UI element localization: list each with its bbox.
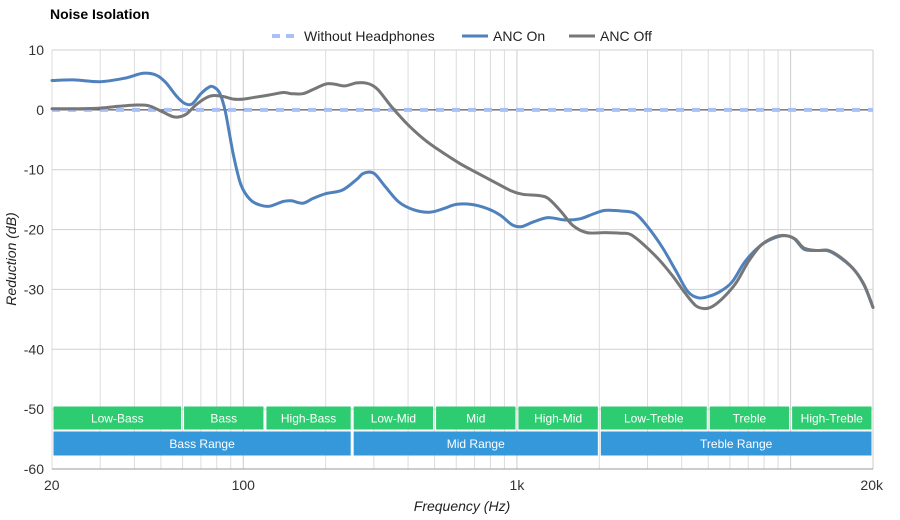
chart-title: Noise Isolation — [50, 6, 150, 22]
legend-label: Without Headphones — [304, 28, 435, 44]
x-axis-label: Frequency (Hz) — [414, 498, 510, 514]
band-label: Low-Treble — [624, 412, 684, 426]
band-rect — [184, 406, 264, 430]
band-low-mid: Low-Mid — [353, 406, 434, 430]
band-rect — [353, 406, 434, 430]
series-lines — [50, 71, 875, 311]
y-tick-label: -60 — [24, 461, 44, 477]
band-bass-range: Bass Range — [53, 431, 351, 456]
frequency-bands: Low-Bass Bass High-Bass Low-Mid Mid High-Mid L… — [53, 406, 872, 456]
legend-label: ANC On — [493, 28, 545, 44]
x-tick-label: 20 — [44, 477, 60, 493]
band-rect — [353, 431, 598, 456]
band-rect — [792, 406, 872, 430]
series-line-anc-on — [50, 71, 875, 309]
band-label: High-Mid — [534, 412, 582, 426]
band-rect — [53, 431, 351, 456]
band-label: Mid — [466, 412, 485, 426]
y-tick-label: -50 — [24, 401, 44, 417]
y-axis-label: Reduction (dB) — [3, 212, 19, 305]
band-high-mid: High-Mid — [518, 406, 598, 430]
band-mid: Mid — [436, 406, 516, 430]
band-treble-range: Treble Range — [600, 431, 872, 456]
band-mid-range: Mid Range — [353, 431, 598, 456]
band-bass: Bass — [184, 406, 264, 430]
y-tick-label: 10 — [28, 42, 44, 58]
band-label: Treble Range — [700, 437, 773, 451]
legend-item-anc-on[interactable]: ANC On — [462, 28, 545, 44]
band-treble: Treble — [709, 406, 790, 430]
band-label: Low-Mid — [371, 412, 416, 426]
x-tick-label: 100 — [232, 477, 256, 493]
band-rect — [266, 406, 351, 430]
y-tick-label: -20 — [24, 222, 44, 238]
band-label: High-Treble — [801, 412, 864, 426]
y-tick-label: -30 — [24, 281, 44, 297]
x-tick-label: 1k — [510, 477, 526, 493]
band-label: Low-Bass — [91, 412, 144, 426]
band-label: High-Bass — [281, 412, 336, 426]
y-tick-label: 0 — [36, 102, 44, 118]
series-line-anc-off — [50, 81, 875, 311]
legend-item-without-headphones[interactable]: Without Headphones — [272, 28, 435, 44]
y-tick-label: -10 — [24, 162, 44, 178]
x-tick-label: 20k — [860, 477, 884, 493]
y-tick-label: -40 — [24, 341, 44, 357]
band-label: Bass Range — [169, 437, 235, 451]
band-high-bass: High-Bass — [266, 406, 351, 430]
band-high-treble: High-Treble — [792, 406, 872, 430]
legend-label: ANC Off — [600, 28, 652, 44]
band-rect — [436, 406, 516, 430]
band-low-treble: Low-Treble — [600, 406, 707, 430]
band-rect — [600, 431, 872, 456]
band-label: Treble — [733, 412, 767, 426]
band-label: Mid Range — [447, 437, 505, 451]
band-rect — [53, 406, 182, 430]
band-label: Bass — [210, 412, 237, 426]
legend-item-anc-off[interactable]: ANC Off — [569, 28, 652, 44]
band-rect — [600, 406, 707, 430]
band-low-bass: Low-Bass — [53, 406, 182, 430]
band-rect — [518, 406, 598, 430]
band-rect — [709, 406, 790, 430]
legend[interactable]: Without Headphones ANC On ANC Off — [272, 28, 652, 44]
